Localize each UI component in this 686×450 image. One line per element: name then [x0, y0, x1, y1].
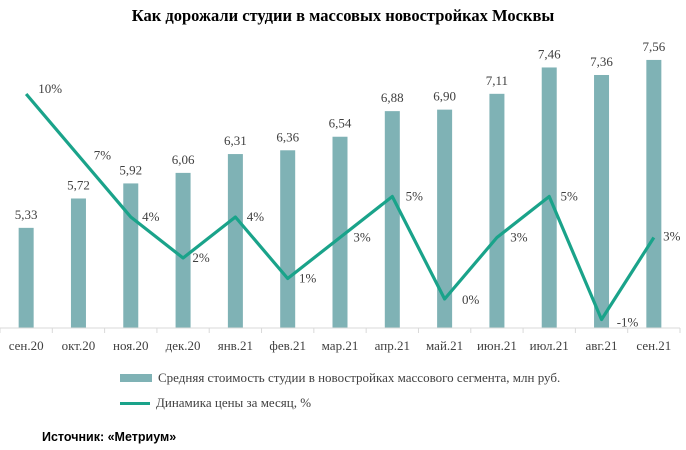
bar-12: [646, 59, 662, 328]
bar-6: [332, 136, 348, 328]
bar-label-10: 7,46: [538, 46, 561, 61]
line-label-1: 7%: [94, 148, 112, 163]
line-label-5: 1%: [299, 271, 317, 286]
x-tick-label-11: авг.21: [586, 338, 618, 353]
bar-1: [70, 198, 86, 328]
legend-line-swatch: [120, 401, 150, 405]
bar-label-11: 7,36: [590, 54, 613, 69]
bar-4: [227, 154, 243, 328]
bar-label-5: 6,36: [276, 129, 299, 144]
x-tick-label-12: сен.21: [636, 338, 671, 353]
legend-item-line: Динамика цены за месяц, %: [120, 395, 311, 411]
line-label-10: 5%: [561, 189, 579, 204]
bar-3: [175, 172, 191, 328]
chart-title: Как дорожали студии в массовых новострой…: [131, 6, 555, 25]
line-label-7: 5%: [406, 189, 424, 204]
source-note: Источник: «Метриум»: [42, 430, 177, 444]
bar-label-3: 6,06: [172, 152, 195, 167]
line-label-8: 0%: [462, 292, 480, 307]
bar-8: [437, 109, 453, 328]
bar-label-4: 6,31: [224, 133, 247, 148]
x-tick-label-7: апр.21: [375, 338, 410, 353]
x-tick-label-8: май.21: [426, 338, 463, 353]
x-tick-label-3: дек.20: [166, 338, 201, 353]
bar-label-0: 5,33: [15, 207, 38, 222]
series-line: [24, 92, 656, 322]
legend-bars-label: Средняя стоимость студии в новостройках …: [158, 370, 561, 385]
bar-label-8: 6,90: [433, 89, 456, 104]
line-label-2: 4%: [142, 209, 160, 224]
x-tick-label-0: сен.20: [9, 338, 44, 353]
bar-5: [280, 150, 296, 328]
bar-7: [384, 111, 400, 328]
bar-2: [123, 183, 139, 328]
bar-label-9: 7,11: [486, 73, 508, 88]
x-tick-label-2: ноя.20: [113, 338, 148, 353]
bar-0: [18, 227, 34, 328]
bar-11: [594, 74, 610, 328]
x-tick-label-1: окт.20: [62, 338, 96, 353]
legend-line-label: Динамика цены за месяц, %: [156, 395, 312, 410]
legend-item-bars: Средняя стоимость студии в новостройках …: [120, 370, 560, 386]
line-label-6: 3%: [353, 230, 371, 245]
line-label-3: 2%: [192, 250, 210, 265]
x-tick-label-10: июл.21: [530, 338, 569, 353]
bar-label-6: 6,54: [329, 116, 352, 131]
bar-label-2: 5,92: [119, 162, 142, 177]
line-label-4: 4%: [247, 209, 265, 224]
bar-label-7: 6,88: [381, 90, 404, 105]
line-label-12: 3%: [663, 229, 681, 244]
legend-bar-swatch: [120, 374, 152, 382]
x-tick-label-6: мар.21: [322, 338, 359, 353]
bar-label-1: 5,72: [67, 177, 90, 192]
line-label-9: 3%: [510, 230, 528, 245]
x-tick-label-4: янв.21: [218, 338, 253, 353]
bar-9: [489, 93, 505, 328]
x-tick-label-5: фев.21: [269, 338, 306, 353]
line-label-0: 10%: [38, 81, 62, 96]
bar-label-12: 7,56: [642, 39, 665, 54]
line-label-11: -1%: [617, 315, 639, 330]
x-tick-label-9: июн.21: [477, 338, 517, 353]
